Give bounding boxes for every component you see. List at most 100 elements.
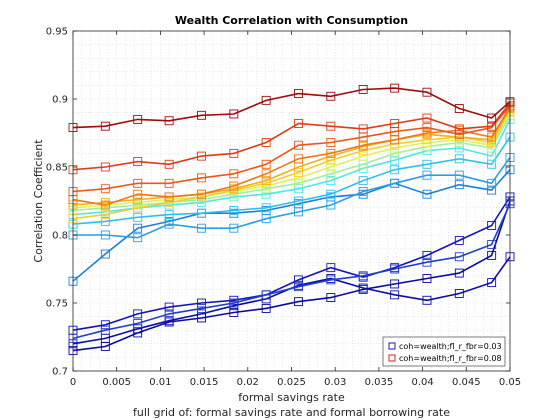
data-point <box>261 290 271 300</box>
data-point <box>197 189 206 199</box>
x-tick-label: 0 <box>70 377 76 388</box>
data-point <box>197 303 206 313</box>
data-point <box>326 200 336 210</box>
data-point <box>454 268 464 278</box>
data-point <box>261 138 271 147</box>
data-point <box>100 320 110 330</box>
data-point <box>133 178 143 188</box>
data-point <box>100 249 110 259</box>
x-tick-label: 0.05 <box>499 377 521 388</box>
data-point <box>326 162 336 172</box>
data-point <box>294 282 303 292</box>
data-point <box>164 309 174 319</box>
data-point <box>100 230 110 240</box>
data-point <box>487 113 497 123</box>
x-tick-label: 0.03 <box>324 377 346 388</box>
x-tick-label: 0.035 <box>365 377 394 388</box>
data-point <box>422 135 432 145</box>
data-point <box>326 263 336 273</box>
data-point <box>454 124 464 134</box>
series-line <box>72 114 511 212</box>
data-point <box>326 189 336 199</box>
data-point <box>326 293 336 303</box>
data-point <box>100 216 110 226</box>
data-point <box>197 151 206 161</box>
data-point <box>326 176 336 186</box>
data-point <box>326 275 336 285</box>
data-point <box>197 298 206 308</box>
data-point <box>422 250 432 260</box>
x-tick-label: 0.005 <box>102 377 131 388</box>
data-point <box>100 325 110 335</box>
data-point <box>197 110 206 120</box>
y-tick-label: 0.95 <box>46 27 68 38</box>
data-point <box>422 128 432 138</box>
data-point <box>422 113 432 123</box>
data-point <box>422 295 432 305</box>
x-ticks: 0 0.005 0.01 0.015 0.02 0.025 0.03 0.035 0.04 0.0… <box>70 31 521 388</box>
data-point <box>294 275 303 285</box>
series-14 <box>68 98 515 175</box>
data-point <box>390 279 400 289</box>
data-point <box>100 200 110 210</box>
data-point <box>454 289 464 298</box>
data-point <box>454 170 464 180</box>
series-group <box>68 83 515 356</box>
data-point <box>197 309 206 319</box>
data-point <box>164 197 174 207</box>
data-point <box>164 316 174 326</box>
data-point <box>229 109 239 119</box>
data-point <box>358 85 368 94</box>
data-point <box>261 95 271 105</box>
data-point <box>487 132 497 142</box>
data-point <box>197 173 206 183</box>
data-point <box>164 219 174 229</box>
data-point <box>133 212 143 222</box>
data-point <box>261 169 271 179</box>
data-point <box>100 162 110 172</box>
legend: coh=wealth;fl_r_fbr=0.03 coh=wealth;fl_r… <box>382 336 506 367</box>
y-tick-label: 0.8 <box>52 231 68 242</box>
data-point <box>487 221 497 230</box>
data-point <box>422 159 432 169</box>
series-line <box>72 196 511 331</box>
data-point <box>487 278 497 288</box>
data-point <box>422 123 432 133</box>
series-line <box>72 105 511 193</box>
legend-box <box>382 336 506 367</box>
data-point <box>261 159 271 169</box>
data-point <box>261 214 271 224</box>
x-tick-label: 0.02 <box>237 377 259 388</box>
data-point <box>133 114 143 124</box>
chart-caption: full grid of: formal savings rate and fo… <box>133 406 450 419</box>
data-point <box>133 189 143 199</box>
data-point <box>326 138 336 147</box>
data-point <box>229 206 239 215</box>
series-15 <box>68 83 515 133</box>
data-point <box>100 121 110 131</box>
data-point <box>487 185 497 195</box>
data-point <box>326 121 336 131</box>
series-line <box>72 203 511 340</box>
legend-marker-0 <box>388 342 396 350</box>
data-point <box>164 192 174 202</box>
data-point <box>422 257 432 267</box>
legend-label-1: coh=wealth;fl_r_fbr=0.08 <box>399 354 502 363</box>
data-point <box>454 252 464 262</box>
data-point <box>229 308 239 317</box>
x-tick-label: 0.045 <box>452 377 481 388</box>
data-point <box>487 250 497 260</box>
x-tick-label: 0.04 <box>411 377 433 388</box>
data-point <box>326 91 336 101</box>
data-point <box>294 140 303 150</box>
series-line <box>72 256 511 345</box>
data-point <box>454 104 464 113</box>
series-line <box>72 87 511 129</box>
series-line <box>72 136 511 225</box>
data-point <box>100 184 110 194</box>
data-point <box>294 167 303 177</box>
data-point <box>422 274 432 283</box>
data-point <box>133 309 143 319</box>
data-point <box>261 303 271 313</box>
x-tick-label: 0.01 <box>149 377 171 388</box>
